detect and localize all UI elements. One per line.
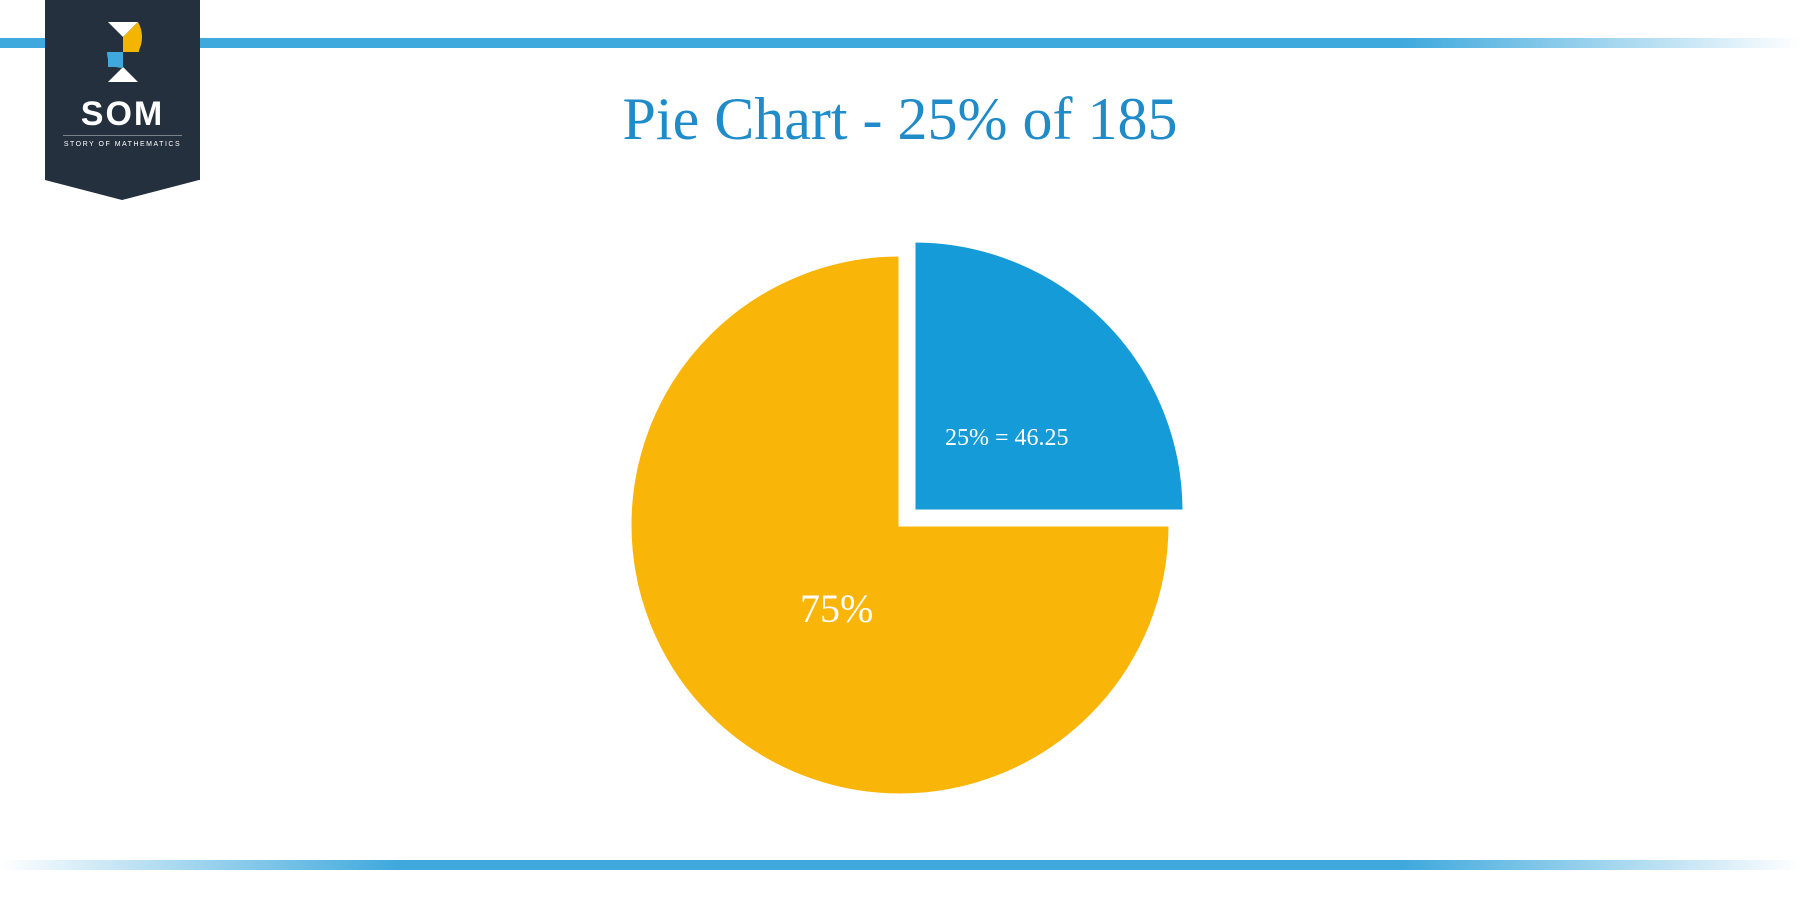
logo-sub-text: STORY OF MATHEMATICS [63,135,182,148]
chart-title: Pie Chart - 25% of 185 [0,85,1800,154]
pie-svg [600,225,1200,825]
slice-label-large: 75% [800,585,873,632]
logo-main-text: SOM [45,95,200,134]
logo-badge: SOM STORY OF MATHEMATICS [45,0,200,180]
pie-slice-small [914,241,1184,511]
pie-chart: 25% = 46.25 75% [600,225,1200,825]
slice-label-small: 25% = 46.25 [945,425,1069,452]
logo-icon [93,22,153,82]
bottom-accent-bar [0,860,1800,870]
top-accent-bar [0,38,1800,48]
